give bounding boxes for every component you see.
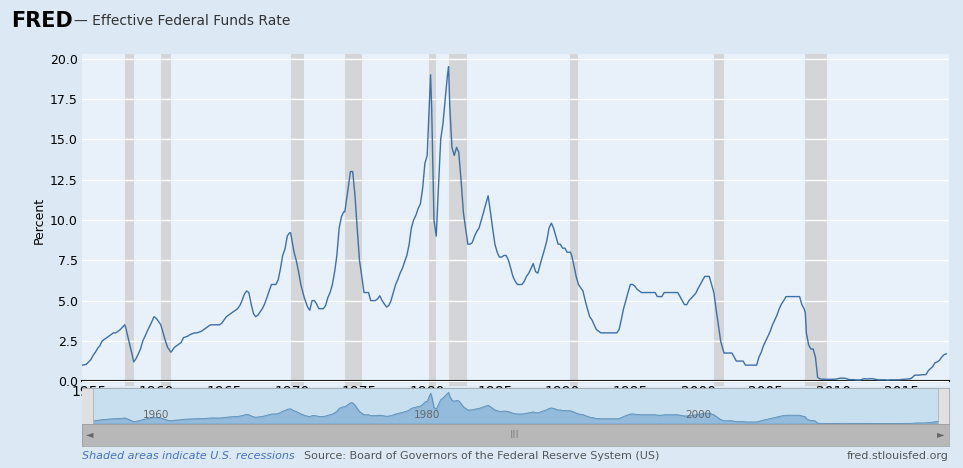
Bar (79, 388, 92, 424)
Text: III: III (510, 430, 520, 439)
Text: Source: Board of Governors of the Federal Reserve System (US): Source: Board of Governors of the Federa… (303, 451, 660, 461)
Bar (161, 54, 171, 386)
Bar (938, 388, 951, 424)
Text: 1980: 1980 (414, 410, 440, 420)
Bar (345, 54, 362, 386)
Bar (449, 54, 467, 386)
Bar (805, 54, 826, 386)
Bar (291, 54, 304, 386)
Text: 1960: 1960 (143, 410, 169, 420)
Bar (125, 54, 134, 386)
Text: ◄: ◄ (87, 430, 93, 439)
Text: ►: ► (937, 430, 944, 439)
Text: fred.stlouisfed.org: fred.stlouisfed.org (846, 451, 949, 461)
Text: — Effective Federal Funds Rate: — Effective Federal Funds Rate (74, 14, 291, 28)
Bar (429, 54, 436, 386)
Y-axis label: Percent: Percent (33, 197, 45, 243)
Text: Shaded areas indicate U.S. recessions: Shaded areas indicate U.S. recessions (82, 451, 295, 461)
Bar (714, 54, 724, 386)
Text: 2000: 2000 (685, 410, 711, 420)
Bar (570, 54, 579, 386)
Text: FRED: FRED (12, 11, 73, 31)
